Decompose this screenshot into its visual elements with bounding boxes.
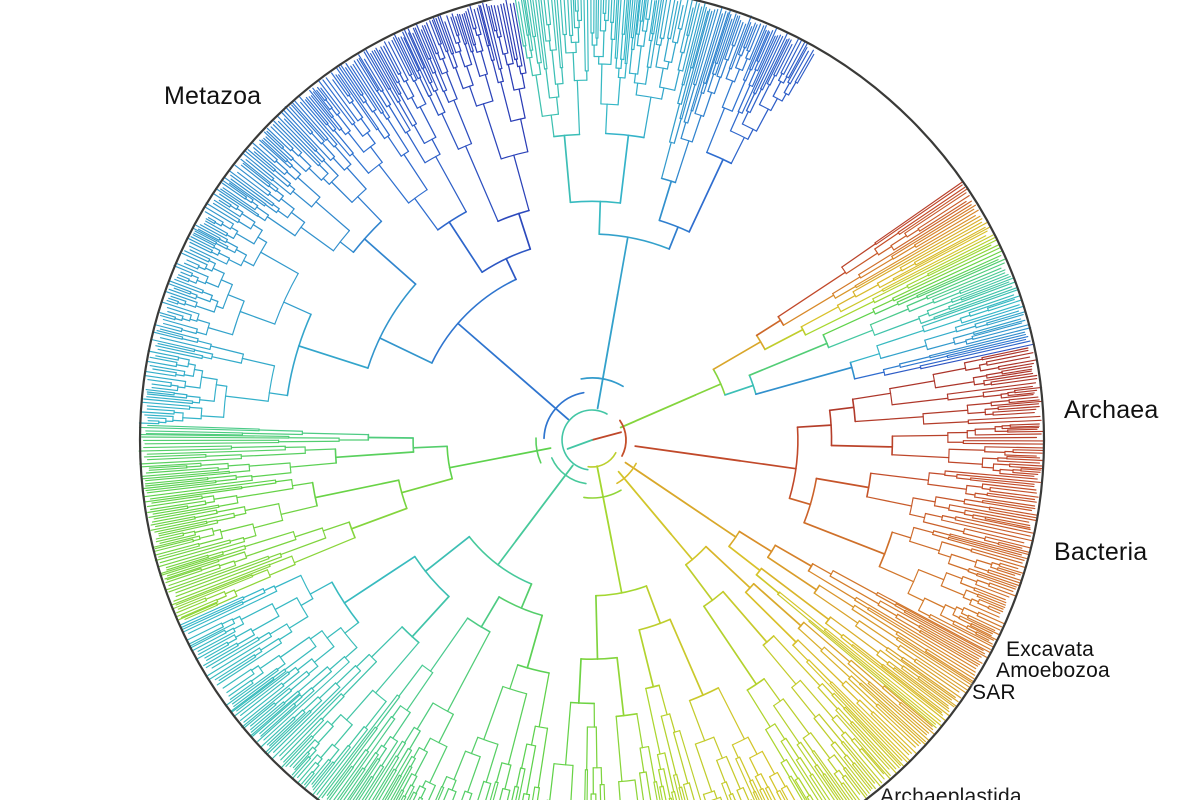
- clade-label-metazoa: Metazoa: [164, 82, 262, 110]
- tree-outer-circle: [139, 0, 1045, 800]
- clade-label-archaeplastida: Archaeplastida: [880, 785, 1022, 800]
- tree-branches: [138, 0, 1046, 800]
- clade-label-excavata: Excavata: [1006, 638, 1094, 661]
- clade-label-bacteria: Bacteria: [1054, 538, 1148, 566]
- clade-label-sar: SAR: [972, 681, 1016, 704]
- clade-label-amoebozoa: Amoebozoa: [996, 659, 1110, 682]
- clade-label-archaea: Archaea: [1064, 396, 1159, 424]
